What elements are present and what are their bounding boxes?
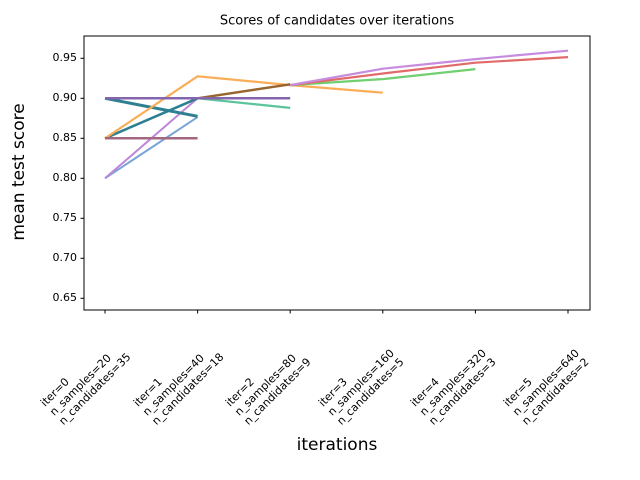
y-tick-label: 0.95 xyxy=(52,51,78,65)
y-tick-label: 0.85 xyxy=(52,131,78,145)
y-tick-label: 0.90 xyxy=(52,91,78,105)
y-tick-label: 0.70 xyxy=(52,251,78,265)
candidate-teal-up-line xyxy=(104,97,199,140)
candidate-red-line xyxy=(290,56,569,87)
y-tick-label: 0.65 xyxy=(52,291,78,305)
candidate-orange-line xyxy=(104,75,383,140)
chart-title: Scores of candidates over iterations xyxy=(219,13,455,29)
axes-spines xyxy=(83,35,591,311)
y-tick-label: 0.80 xyxy=(52,171,78,185)
candidate-green-line xyxy=(290,68,476,87)
x-axis-label: iterations xyxy=(296,435,378,455)
candidate-violet-line xyxy=(290,49,569,87)
candidate-blue-line xyxy=(104,116,199,180)
candidate-brown-line xyxy=(197,83,291,100)
y-tick-label: 0.75 xyxy=(52,211,78,225)
candidate-mint-line xyxy=(197,97,291,109)
